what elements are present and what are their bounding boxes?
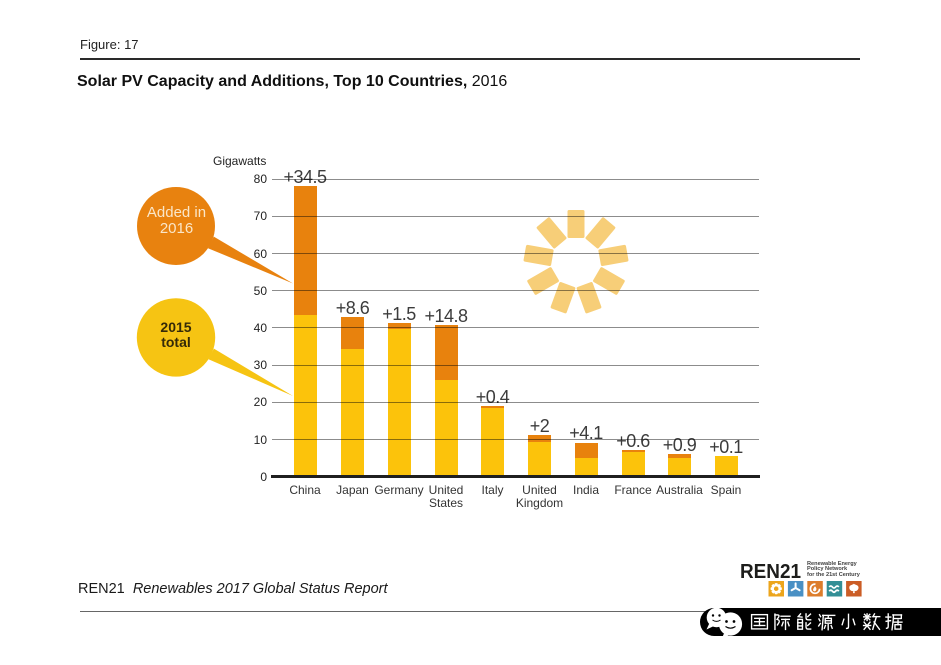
svg-text:REN21: REN21 (740, 560, 801, 582)
